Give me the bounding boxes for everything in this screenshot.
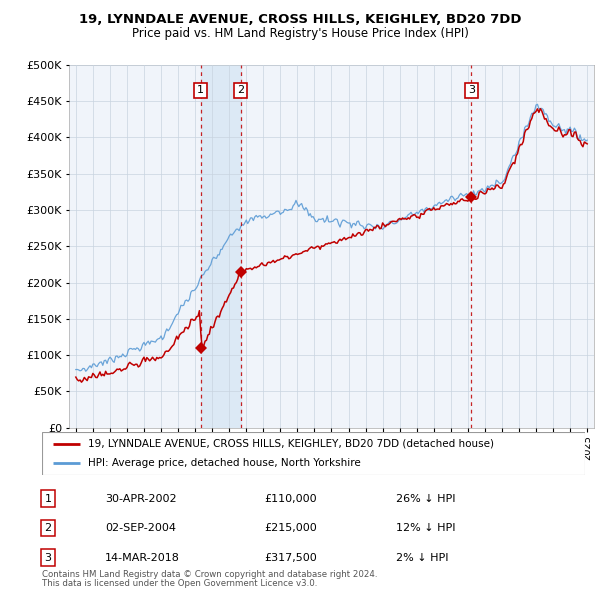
Text: This data is licensed under the Open Government Licence v3.0.: This data is licensed under the Open Gov…	[42, 579, 317, 588]
Text: 30-APR-2002: 30-APR-2002	[105, 494, 176, 503]
Text: 19, LYNNDALE AVENUE, CROSS HILLS, KEIGHLEY, BD20 7DD (detached house): 19, LYNNDALE AVENUE, CROSS HILLS, KEIGHL…	[88, 439, 494, 449]
Text: HPI: Average price, detached house, North Yorkshire: HPI: Average price, detached house, Nort…	[88, 458, 361, 468]
Text: 02-SEP-2004: 02-SEP-2004	[105, 523, 176, 533]
Text: 1: 1	[197, 86, 204, 96]
Text: £317,500: £317,500	[264, 553, 317, 562]
Text: 2% ↓ HPI: 2% ↓ HPI	[396, 553, 449, 562]
Text: 14-MAR-2018: 14-MAR-2018	[105, 553, 180, 562]
Bar	[201, 65, 241, 428]
Text: 3: 3	[44, 553, 52, 562]
Text: 12% ↓ HPI: 12% ↓ HPI	[396, 523, 455, 533]
Text: Contains HM Land Registry data © Crown copyright and database right 2024.: Contains HM Land Registry data © Crown c…	[42, 571, 377, 579]
Text: 2: 2	[44, 523, 52, 533]
Text: 19, LYNNDALE AVENUE, CROSS HILLS, KEIGHLEY, BD20 7DD: 19, LYNNDALE AVENUE, CROSS HILLS, KEIGHL…	[79, 13, 521, 26]
Text: 3: 3	[468, 86, 475, 96]
Text: £110,000: £110,000	[264, 494, 317, 503]
Text: Price paid vs. HM Land Registry's House Price Index (HPI): Price paid vs. HM Land Registry's House …	[131, 27, 469, 40]
Text: £215,000: £215,000	[264, 523, 317, 533]
Text: 26% ↓ HPI: 26% ↓ HPI	[396, 494, 455, 503]
Text: 1: 1	[44, 494, 52, 503]
Text: 2: 2	[237, 86, 244, 96]
